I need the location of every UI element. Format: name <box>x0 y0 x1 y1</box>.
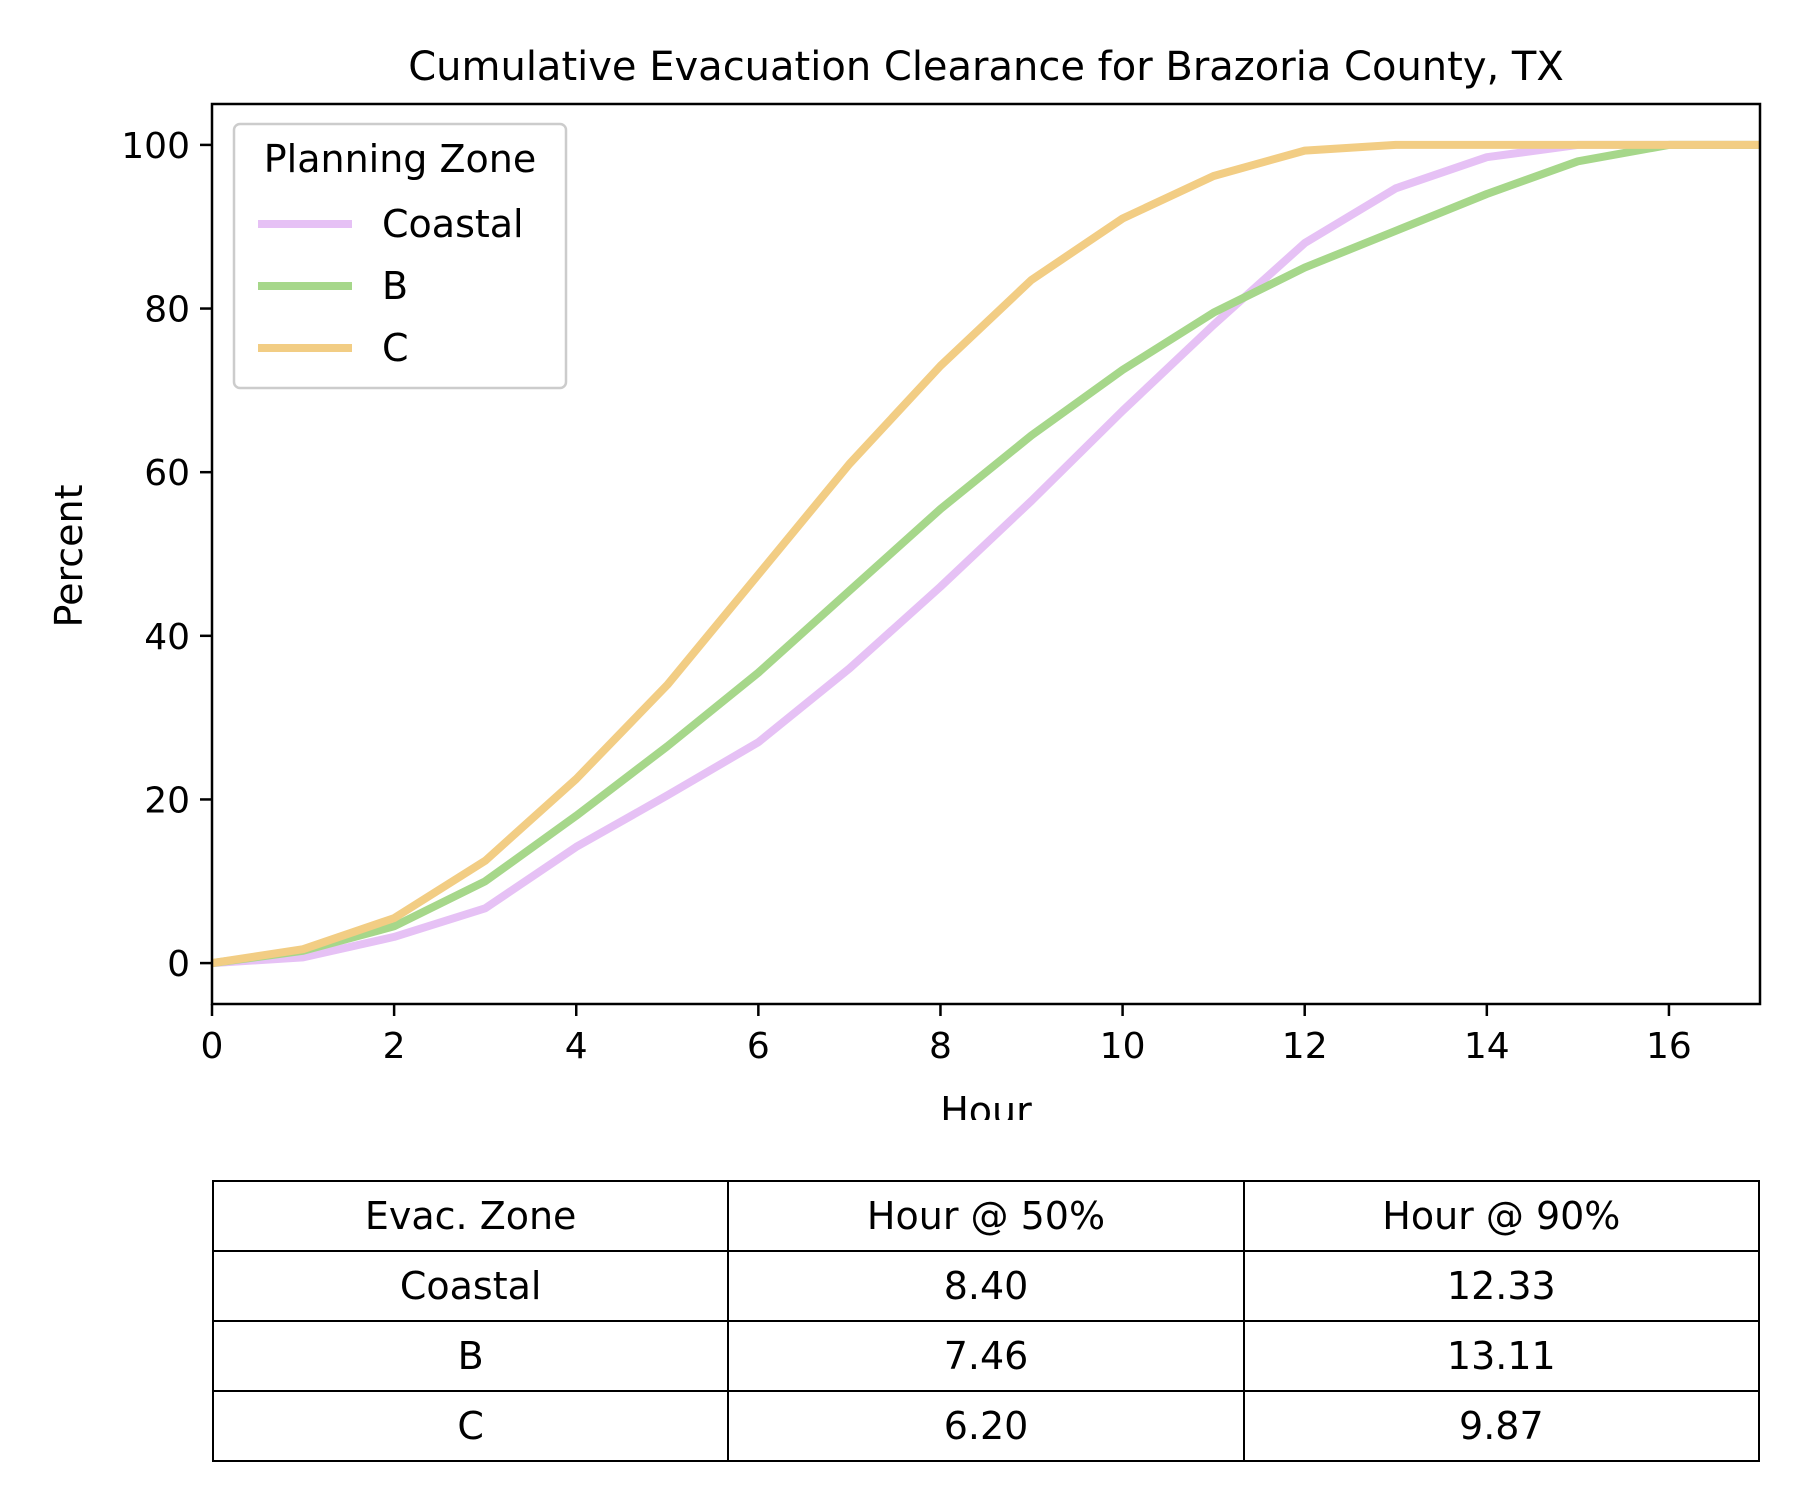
x-tick-label: 12 <box>1282 1026 1328 1067</box>
legend-box <box>232 122 568 390</box>
legend-label-coastal: Coastal <box>382 202 524 246</box>
x-axis-label: Hour <box>940 1089 1032 1120</box>
y-tick-label: 100 <box>121 126 190 167</box>
x-tick-label: 0 <box>201 1026 224 1067</box>
table-header-row: Evac. Zone Hour @ 50% Hour @ 90% <box>211 1180 1761 1252</box>
y-tick-label: 60 <box>144 453 190 494</box>
evacuation-chart: Cumulative Evacuation Clearance for Braz… <box>47 44 1762 1120</box>
plot-lines <box>211 140 1760 968</box>
table-cell: 12.33 <box>1242 1250 1761 1322</box>
table-row: Coastal 8.40 12.33 <box>211 1250 1761 1322</box>
x-tick-label: 8 <box>929 1026 952 1067</box>
x-tick-label: 14 <box>1464 1026 1510 1067</box>
legend-title: Planning Zone <box>264 137 537 181</box>
table-cell: Coastal <box>211 1250 730 1322</box>
plot-frame <box>210 102 1762 1006</box>
legend-label-b: B <box>382 264 408 308</box>
series-line-b <box>211 140 1760 968</box>
y-axis: 0 20 40 60 80 100 <box>121 126 212 985</box>
table-row: B 7.46 13.11 <box>211 1320 1761 1392</box>
table-row: C 6.20 9.87 <box>211 1390 1761 1462</box>
y-tick-label: 20 <box>144 780 190 821</box>
legend-label-c: C <box>382 326 409 370</box>
table-cell: 9.87 <box>1242 1390 1761 1462</box>
y-tick-label: 0 <box>167 944 190 985</box>
x-tick-label: 4 <box>565 1026 588 1067</box>
y-axis-label: Percent <box>47 485 91 628</box>
x-tick-label: 6 <box>747 1026 770 1067</box>
table-header-cell: Hour @ 50% <box>727 1180 1245 1252</box>
evacuation-summary-table: Evac. Zone Hour @ 50% Hour @ 90% Coastal… <box>211 1180 1761 1462</box>
x-tick-label: 10 <box>1100 1026 1146 1067</box>
chart-title: Cumulative Evacuation Clearance for Braz… <box>408 44 1564 90</box>
table-cell: B <box>211 1320 730 1392</box>
series-line-c <box>211 140 1760 968</box>
table-cell: 13.11 <box>1242 1320 1761 1392</box>
table-header-cell: Evac. Zone <box>211 1180 730 1252</box>
table-header-cell: Hour @ 90% <box>1242 1180 1761 1252</box>
table-cell: 8.40 <box>727 1250 1245 1322</box>
legend-entries: Coastal BC <box>258 202 524 370</box>
table-cell: 7.46 <box>727 1320 1245 1392</box>
x-tick-label: 2 <box>383 1026 406 1067</box>
y-tick-label: 80 <box>144 290 190 331</box>
table-cell: C <box>211 1390 730 1462</box>
table-cell: 6.20 <box>727 1390 1245 1462</box>
x-tick-label: 16 <box>1646 1026 1692 1067</box>
legend: Planning Zone Coastal BC <box>232 122 568 390</box>
series-line-coastal <box>211 140 1760 968</box>
y-tick-label: 40 <box>144 617 190 658</box>
x-axis: 0 2 4 6 8 10 12 14 16 <box>201 1004 1692 1067</box>
